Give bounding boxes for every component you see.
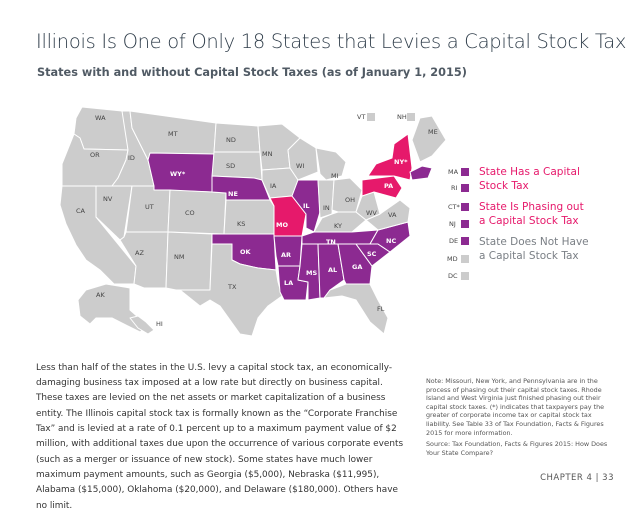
small-box-nh [407, 113, 415, 121]
small-label-md: MD [447, 255, 458, 263]
state-wi [287, 137, 319, 181]
body-paragraph: Less than half of the states in the U.S.… [36, 362, 404, 511]
note-block: Note: Missouri, New York, and Pennsylvan… [426, 377, 616, 460]
small-label-ma: MA [448, 168, 459, 176]
map-label-ny: NY* [394, 158, 408, 166]
map-label-co: CO [185, 209, 195, 217]
state-sd [211, 151, 263, 181]
map-label-wv: WV [366, 209, 377, 217]
legend-has-tax-line2: Stock Tax [479, 180, 529, 192]
map-label-mo: MO [276, 221, 288, 229]
map-label-wi: WI [296, 162, 304, 170]
state-fl [323, 283, 389, 335]
small-box-vt [367, 113, 375, 121]
map-label-sd: SD [226, 162, 235, 170]
map-label-in: IN [323, 204, 330, 212]
map-label-tx: TX [227, 283, 237, 291]
state-co [167, 189, 227, 235]
map-label-az: AZ [135, 249, 144, 257]
us-map: WA OR CA NV ID MT WY* UT AZ CO NM ND SD … [59, 106, 589, 337]
map-label-pa: PA [384, 182, 393, 190]
map-label-hi: HI [156, 320, 163, 328]
map-label-va: VA [388, 211, 397, 219]
legend-phasing-line2: a Capital Stock Tax [479, 215, 579, 227]
map-label-mt: MT [168, 130, 178, 138]
page-title: Illinois Is One of Only 18 States that L… [36, 30, 627, 53]
page-footer: CHAPTER 4 | 33 [540, 473, 614, 483]
small-label-dc: DC [448, 272, 458, 280]
state-hi [129, 315, 155, 335]
state-tn [301, 229, 379, 245]
small-label-ri: RI [451, 184, 458, 192]
map-label-ky: KY [334, 222, 342, 230]
map-label-sc: SC [367, 250, 377, 258]
small-box-md [461, 255, 469, 263]
map-label-al: AL [328, 266, 337, 274]
legend-no-tax-line1: State Does Not Have [479, 236, 589, 248]
small-box-dc [461, 272, 469, 280]
small-box-ct [461, 203, 469, 211]
map-label-nv: NV [103, 195, 113, 203]
map-label-fl: FL [377, 305, 385, 313]
small-label-vt: VT [357, 113, 365, 121]
map-label-wa: WA [95, 114, 106, 122]
map-label-nc: NC [386, 237, 396, 245]
state-new-england-sm [409, 165, 433, 181]
map-label-wy: WY* [170, 170, 186, 178]
map-label-me: ME [428, 128, 438, 136]
state-me [411, 115, 447, 163]
state-ak [77, 283, 149, 333]
state-ky [313, 211, 367, 233]
note-text: Note: Missouri, New York, and Pennsylvan… [426, 377, 605, 437]
map-label-ia: IA [270, 182, 277, 190]
legend-no-tax-line2: a Capital Stock Tax [479, 250, 579, 262]
state-wv [355, 191, 381, 221]
map-subtitle: States with and without Capital Stock Ta… [37, 66, 467, 79]
small-box-nj [461, 220, 469, 228]
small-box-de [461, 237, 469, 245]
state-tx [179, 243, 283, 337]
map-label-il: IL [303, 202, 310, 210]
small-label-de: DE [449, 237, 458, 245]
state-mi [315, 147, 347, 181]
map-label-la: LA [284, 279, 293, 287]
small-label-nh: NH [397, 113, 407, 121]
map-label-mn: MN [262, 150, 273, 158]
map-label-ar: AR [281, 251, 291, 259]
map-label-ne: NE [228, 190, 238, 198]
state-nd [213, 122, 261, 153]
map-label-ga: GA [352, 263, 362, 271]
small-box-ri [461, 184, 469, 192]
map-label-nd: ND [226, 136, 236, 144]
state-ks [223, 199, 275, 235]
state-in [317, 179, 335, 219]
map-label-oh: OH [345, 196, 355, 204]
source-text: Source: Tax Foundation, Facts & Figures … [426, 440, 608, 457]
map-label-ut: UT [145, 203, 154, 211]
legend-has-tax-line1: State Has a Capital [479, 166, 580, 178]
small-label-ct: CT* [448, 203, 461, 211]
map-label-id: ID [128, 154, 135, 162]
map-label-ak: AK [96, 291, 105, 299]
map-label-ks: KS [237, 220, 245, 228]
state-ny [367, 133, 413, 181]
map-label-nm: NM [174, 253, 184, 261]
small-box-ma [461, 168, 469, 176]
map-label-ca: CA [76, 207, 86, 215]
map-label-ms: MS [306, 269, 317, 277]
map-label-or: OR [90, 151, 100, 159]
map-label-tn: TN [326, 238, 336, 246]
map-label-ok: OK [240, 248, 252, 256]
state-nm [165, 231, 213, 291]
small-label-nj: NJ [449, 220, 456, 228]
legend-phasing-line1: State Is Phasing out [479, 201, 584, 213]
map-label-mi: MI [331, 172, 339, 180]
